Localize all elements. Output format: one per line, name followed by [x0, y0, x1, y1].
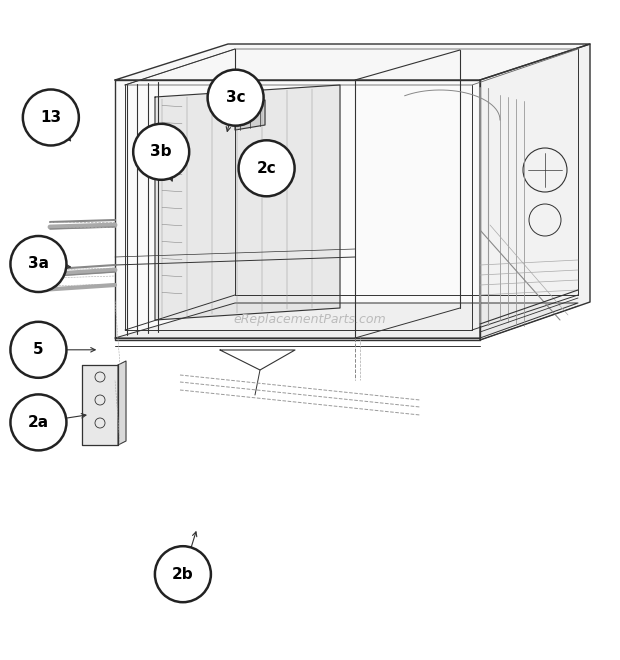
- Circle shape: [11, 236, 66, 292]
- Polygon shape: [155, 85, 340, 320]
- Text: 3a: 3a: [28, 257, 49, 271]
- Polygon shape: [115, 303, 578, 338]
- Polygon shape: [115, 80, 480, 340]
- Text: 3b: 3b: [151, 145, 172, 159]
- Circle shape: [155, 546, 211, 602]
- Text: 13: 13: [40, 110, 61, 125]
- Text: 2b: 2b: [172, 567, 193, 581]
- Text: 5: 5: [33, 343, 44, 357]
- Circle shape: [208, 70, 264, 125]
- Circle shape: [11, 322, 66, 378]
- Text: 2a: 2a: [28, 415, 49, 430]
- Circle shape: [239, 141, 294, 196]
- Circle shape: [133, 124, 189, 180]
- Polygon shape: [82, 365, 118, 445]
- Text: eReplacementParts.com: eReplacementParts.com: [234, 314, 386, 327]
- Text: 2c: 2c: [257, 161, 277, 176]
- Polygon shape: [480, 44, 590, 340]
- Circle shape: [11, 395, 66, 450]
- Circle shape: [23, 90, 79, 145]
- Polygon shape: [118, 361, 126, 445]
- Text: 3c: 3c: [226, 90, 246, 105]
- Polygon shape: [235, 100, 265, 130]
- Polygon shape: [115, 44, 590, 80]
